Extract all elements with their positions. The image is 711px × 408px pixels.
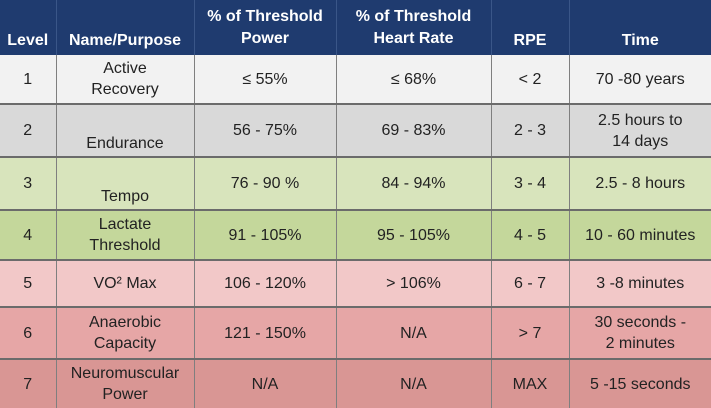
cell-time: 10 - 60 minutes — [569, 210, 711, 261]
cell-name-line2: Recovery — [91, 81, 159, 98]
cell-name: Lactate Threshold — [56, 210, 195, 261]
cell-time-line1: 5 -15 seconds — [589, 375, 691, 393]
cell-name-line2: Threshold — [89, 237, 161, 254]
cell-rpe: > 7 — [491, 307, 570, 360]
cell-heart-rate: > 106% — [336, 260, 492, 308]
cell-name-line1: Anaerobic — [88, 314, 162, 331]
cell-heart-rate: N/A — [336, 307, 492, 360]
cell-name: VO² Max — [56, 260, 195, 308]
cell-time: 70 -80 years — [569, 55, 711, 105]
cell-name-line2: Endurance — [86, 135, 164, 152]
table-row: 6 Anaerobic Capacity 121 - 150% N/A > 7 … — [0, 307, 711, 360]
header-threshold-hr-line2: Heart Rate — [373, 29, 454, 47]
table-row: 7 Neuromuscular Power N/A N/A MAX 5 -15 … — [0, 359, 711, 408]
cell-time-line2: 14 days — [612, 132, 669, 150]
cell-name: Tempo — [56, 157, 195, 211]
cell-time: 30 seconds - 2 minutes — [569, 307, 711, 360]
cell-time-line1: 10 - 60 minutes — [585, 226, 696, 244]
cell-time: 2.5 hours to 14 days — [569, 104, 711, 158]
cell-name-line2: Power — [102, 386, 148, 403]
cell-time: 5 -15 seconds — [569, 359, 711, 408]
cell-rpe: 3 - 4 — [491, 157, 570, 211]
cell-power: 56 - 75% — [194, 104, 337, 158]
cell-rpe: 6 - 7 — [491, 260, 570, 308]
cell-rpe: MAX — [491, 359, 570, 408]
table-row: 2 Endurance 56 - 75% 69 - 83% 2 - 3 2.5 … — [0, 104, 711, 158]
cell-heart-rate: ≤ 68% — [336, 55, 492, 105]
table-row: 3 Tempo 76 - 90 % 84 - 94% 3 - 4 2.5 - 8… — [0, 157, 711, 211]
cell-name-line1: Lactate — [98, 216, 152, 233]
cell-rpe: < 2 — [491, 55, 570, 105]
cell-level: 3 — [0, 157, 57, 211]
cell-level: 7 — [0, 359, 57, 408]
cell-power: ≤ 55% — [194, 55, 337, 105]
cell-name: Neuromuscular Power — [56, 359, 195, 408]
cell-rpe: 2 - 3 — [491, 104, 570, 158]
header-threshold-power-line2: Power — [240, 29, 289, 47]
header-time: Time — [569, 0, 711, 55]
cell-level: 2 — [0, 104, 57, 158]
cell-name-line2: Capacity — [93, 335, 157, 352]
table-row: 4 Lactate Threshold 91 - 105% 95 - 105% … — [0, 210, 711, 261]
cell-name: Active Recovery — [56, 55, 195, 105]
cell-level: 6 — [0, 307, 57, 360]
cell-name-line1: Active — [103, 60, 147, 77]
table-row: 5 VO² Max 106 - 120% > 106% 6 - 7 3 -8 m… — [0, 260, 711, 308]
cell-power: 121 - 150% — [194, 307, 337, 360]
cell-time-line1: 2.5 hours to — [598, 111, 683, 129]
cell-name-line2: Tempo — [100, 188, 150, 205]
cell-name: Endurance — [56, 104, 195, 158]
header-level: Level — [0, 0, 57, 55]
cell-power: N/A — [194, 359, 337, 408]
cell-time-line2: 2 minutes — [605, 335, 675, 352]
header-row: Level Name/Purpose % of Threshold Power … — [0, 0, 711, 55]
cell-heart-rate: 95 - 105% — [336, 210, 492, 261]
header-threshold-power: % of Threshold Power — [194, 0, 337, 55]
cell-time: 2.5 - 8 hours — [569, 157, 711, 211]
cell-level: 5 — [0, 260, 57, 308]
cell-name: Anaerobic Capacity — [56, 307, 195, 360]
cell-level: 4 — [0, 210, 57, 261]
cell-time-line1: 2.5 - 8 hours — [595, 175, 686, 192]
cell-power: 106 - 120% — [194, 260, 337, 308]
cell-time-line1: 70 -80 years — [595, 70, 685, 88]
cell-heart-rate: N/A — [336, 359, 492, 408]
cell-time: 3 -8 minutes — [569, 260, 711, 308]
table-row: 1 Active Recovery ≤ 55% ≤ 68% < 2 70 -80… — [0, 55, 711, 105]
cell-level: 1 — [0, 55, 57, 105]
header-threshold-hr-line1: % of Threshold — [355, 7, 472, 25]
cell-power: 76 - 90 % — [194, 157, 337, 211]
header-threshold-heart-rate: % of Threshold Heart Rate — [336, 0, 492, 55]
header-rpe: RPE — [491, 0, 570, 55]
header-threshold-power-line1: % of Threshold — [207, 7, 323, 25]
cell-heart-rate: 84 - 94% — [336, 157, 492, 211]
cell-power: 91 - 105% — [194, 210, 337, 261]
cell-rpe: 4 - 5 — [491, 210, 570, 261]
cell-time-line1: 30 seconds - — [594, 314, 687, 331]
header-name-purpose: Name/Purpose — [56, 0, 195, 55]
cell-name-line1: VO² Max — [93, 275, 157, 292]
cell-time-line1: 3 -8 minutes — [596, 275, 685, 292]
cell-heart-rate: 69 - 83% — [336, 104, 492, 158]
cell-name-line1: Neuromuscular — [70, 365, 180, 382]
